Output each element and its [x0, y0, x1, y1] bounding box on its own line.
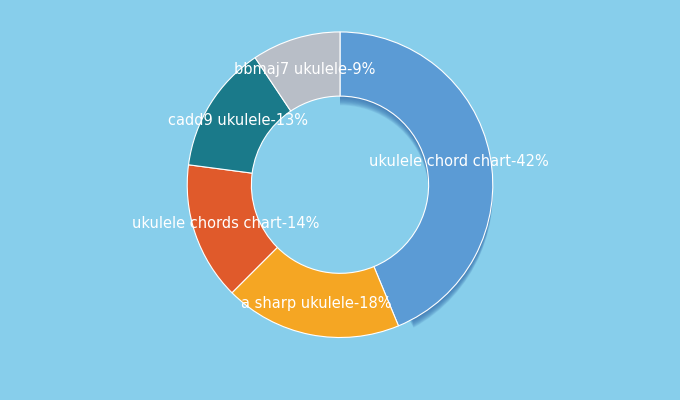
Wedge shape	[340, 33, 493, 319]
Text: bbmaj7 ukulele-9%: bbmaj7 ukulele-9%	[235, 62, 375, 77]
Wedge shape	[340, 34, 493, 320]
Text: a sharp ukulele-18%: a sharp ukulele-18%	[241, 296, 392, 310]
Wedge shape	[340, 34, 493, 321]
Wedge shape	[188, 58, 291, 173]
Wedge shape	[340, 32, 493, 326]
Text: ukulele chord chart-42%: ukulele chord chart-42%	[369, 154, 548, 169]
Wedge shape	[232, 247, 398, 338]
Wedge shape	[340, 37, 493, 324]
Text: cadd9 ukulele-13%: cadd9 ukulele-13%	[167, 114, 307, 128]
Wedge shape	[340, 40, 493, 326]
Wedge shape	[340, 41, 493, 328]
Wedge shape	[340, 40, 493, 327]
Text: ukulele chords chart-14%: ukulele chords chart-14%	[132, 216, 320, 231]
Wedge shape	[187, 165, 277, 293]
Wedge shape	[255, 32, 340, 111]
Wedge shape	[340, 39, 493, 326]
Wedge shape	[340, 38, 493, 325]
Wedge shape	[340, 36, 493, 322]
Wedge shape	[340, 36, 493, 323]
Wedge shape	[340, 35, 493, 322]
